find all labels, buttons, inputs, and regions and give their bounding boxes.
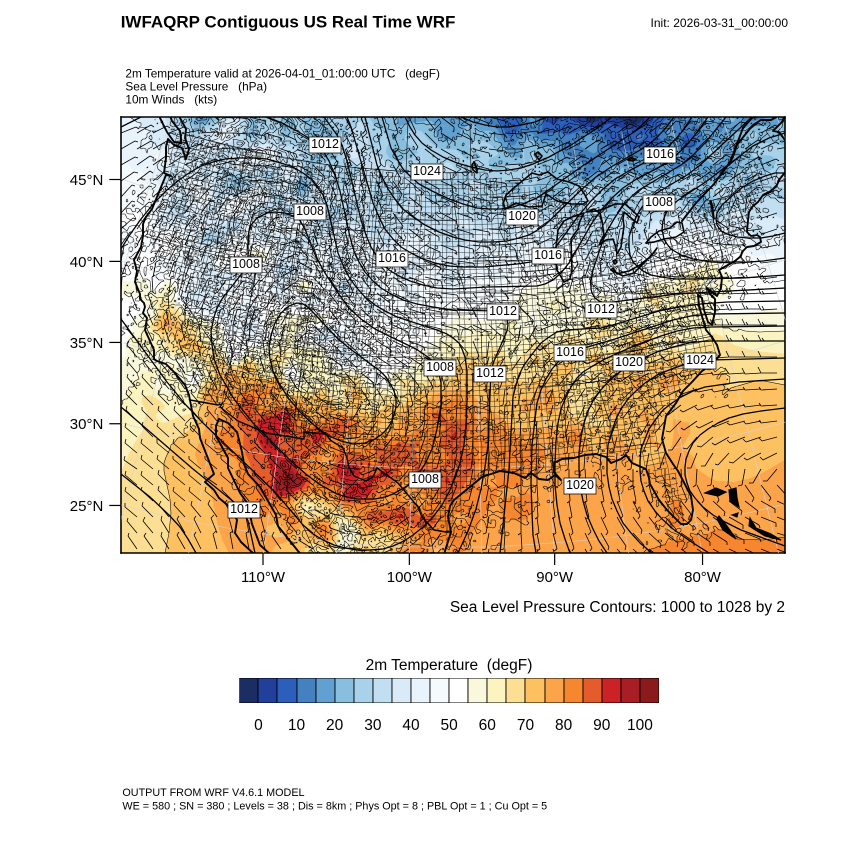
svg-text:1016: 1016 <box>646 147 674 161</box>
svg-text:10: 10 <box>288 717 306 734</box>
svg-text:1008: 1008 <box>232 257 260 271</box>
svg-text:Init: 2026-03-31_00:00:00: Init: 2026-03-31_00:00:00 <box>651 16 789 30</box>
svg-text:1016: 1016 <box>378 251 406 265</box>
svg-text:OUTPUT FROM WRF V4.6.1 MODEL: OUTPUT FROM WRF V4.6.1 MODEL <box>122 787 304 799</box>
svg-text:1008: 1008 <box>426 360 454 374</box>
svg-text:10m Winds (kts): 10m Winds (kts) <box>125 93 217 107</box>
svg-text:2m Temperature valid at 2026-0: 2m Temperature valid at 2026-04-01_01:00… <box>125 67 440 81</box>
svg-text:30°N: 30°N <box>70 416 104 433</box>
svg-text:80°W: 80°W <box>684 569 722 586</box>
svg-text:1008: 1008 <box>296 204 324 218</box>
svg-text:50: 50 <box>441 717 459 734</box>
svg-text:110°W: 110°W <box>241 569 286 586</box>
svg-text:40: 40 <box>402 717 420 734</box>
svg-text:1012: 1012 <box>476 366 504 380</box>
svg-text:1020: 1020 <box>615 355 643 369</box>
svg-text:35°N: 35°N <box>70 335 104 352</box>
svg-text:1008: 1008 <box>411 472 439 486</box>
svg-text:1016: 1016 <box>534 248 562 262</box>
svg-text:25°N: 25°N <box>70 498 104 515</box>
svg-text:WE = 580 ; SN = 380 ; Levels =: WE = 580 ; SN = 380 ; Levels = 38 ; Dis … <box>122 801 547 813</box>
svg-text:60: 60 <box>479 717 497 734</box>
svg-text:1012: 1012 <box>489 304 517 318</box>
svg-text:1020: 1020 <box>508 209 536 223</box>
svg-text:80: 80 <box>555 717 573 734</box>
svg-text:1024: 1024 <box>413 164 441 178</box>
svg-text:1008: 1008 <box>645 195 673 209</box>
svg-text:0: 0 <box>254 717 263 734</box>
svg-text:Sea Level Pressure Contours: 1: Sea Level Pressure Contours: 1000 to 102… <box>450 599 785 616</box>
svg-text:1012: 1012 <box>311 137 339 151</box>
svg-text:1024: 1024 <box>686 353 714 367</box>
svg-text:90°W: 90°W <box>536 569 574 586</box>
svg-text:1020: 1020 <box>566 478 594 492</box>
svg-text:1012: 1012 <box>587 302 615 316</box>
svg-text:20: 20 <box>326 717 344 734</box>
svg-text:30: 30 <box>364 717 382 734</box>
svg-text:90: 90 <box>593 717 611 734</box>
svg-text:1012: 1012 <box>230 502 258 516</box>
svg-text:40°N: 40°N <box>70 254 104 271</box>
svg-text:Sea Level Pressure (hPa): Sea Level Pressure (hPa) <box>125 80 267 94</box>
svg-text:100°W: 100°W <box>387 569 433 586</box>
svg-text:IWFAQRP Contiguous US Real Tim: IWFAQRP Contiguous US Real Time WRF <box>121 13 456 32</box>
svg-text:45°N: 45°N <box>70 172 104 189</box>
svg-text:100: 100 <box>627 717 653 734</box>
svg-text:70: 70 <box>517 717 535 734</box>
svg-text:1016: 1016 <box>556 345 584 359</box>
svg-text:2m Temperature (degF): 2m Temperature (degF) <box>366 657 533 674</box>
